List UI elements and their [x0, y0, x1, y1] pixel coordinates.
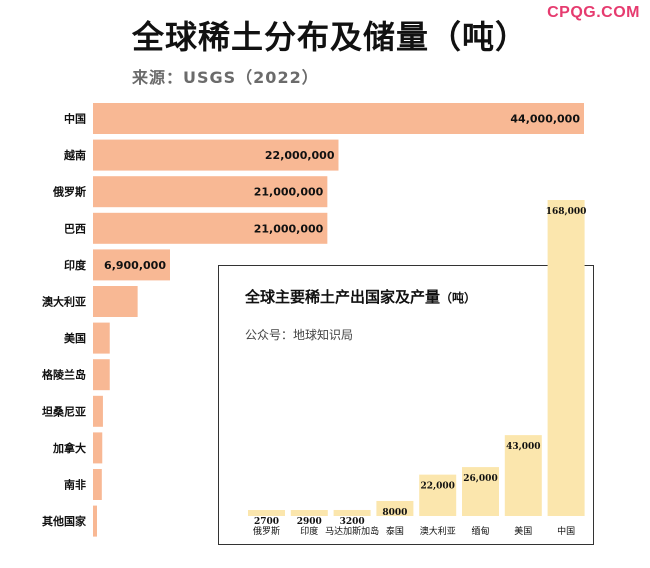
production-bar	[504, 435, 542, 516]
category-label: 越南	[63, 148, 86, 162]
production-bar	[419, 474, 457, 516]
reserve-bar	[93, 505, 97, 537]
value-label: 168,000	[546, 207, 587, 217]
value-label: 8000	[382, 508, 407, 518]
reserve-bar	[93, 359, 110, 391]
watermark: CPQG.COM	[547, 4, 640, 21]
production-bar	[333, 509, 371, 516]
category-label: 澳大利亚	[420, 525, 456, 537]
inset-title-unit: （吨）	[440, 291, 477, 305]
category-label: 中国	[64, 112, 86, 126]
category-label: 加拿大	[52, 441, 86, 455]
category-label: 澳大利亚	[42, 295, 86, 309]
production-bar	[248, 510, 285, 516]
value-label: 44,000,000	[510, 113, 580, 126]
production-bar	[547, 200, 585, 516]
value-label: 22,000	[420, 482, 454, 492]
reserve-bar	[93, 139, 339, 171]
value-label: 21,000,000	[254, 186, 324, 199]
inset-title-text: 全球主要稀土产出国家及产量	[245, 288, 441, 306]
production-bar	[290, 510, 328, 516]
reserve-bar	[93, 469, 102, 500]
production-bar	[462, 467, 499, 516]
value-label: 3200	[340, 517, 365, 527]
reserve-bar	[93, 432, 103, 464]
category-label: 南非	[64, 478, 86, 492]
value-label: 6,900,000	[104, 259, 166, 272]
value-label: 2900	[297, 517, 322, 527]
reserve-bar	[93, 176, 328, 208]
category-label: 印度	[64, 258, 87, 272]
value-label: 21,000,000	[254, 222, 324, 235]
reserve-bar	[93, 322, 110, 354]
source-label: 来源：USGS（2022）	[132, 68, 319, 87]
category-label: 中国	[557, 525, 575, 537]
category-label: 印度	[300, 525, 318, 537]
category-label: 其他国家	[42, 514, 87, 528]
value-label: 2700	[254, 517, 279, 527]
category-label: 俄罗斯	[253, 525, 280, 537]
category-label: 美国	[514, 525, 532, 537]
value-label: 26,000	[463, 474, 497, 484]
category-label: 马达加斯加岛	[325, 525, 379, 537]
inset-subtitle: 公众号：地球知识局	[245, 328, 354, 342]
reserve-bar	[93, 286, 138, 317]
category-label: 美国	[64, 331, 86, 345]
reserve-bar	[93, 395, 103, 427]
category-label: 缅甸	[471, 525, 489, 537]
reserve-bar	[93, 103, 584, 134]
category-label: 俄罗斯	[52, 185, 86, 199]
reserve-bar	[93, 212, 328, 244]
category-label: 格陵兰岛	[42, 368, 86, 382]
production-bar	[376, 500, 414, 516]
inset-title: 全球主要稀土产出国家及产量（吨）	[245, 286, 476, 307]
category-label: 巴西	[64, 222, 86, 235]
chart-title: 全球稀土分布及储量（吨）	[132, 18, 529, 56]
category-label: 坦桑尼亚	[42, 404, 86, 418]
category-label: 泰国	[386, 525, 404, 537]
reserve-bar	[93, 249, 170, 281]
value-label: 22,000,000	[265, 149, 335, 162]
value-label: 43,000	[506, 442, 540, 452]
